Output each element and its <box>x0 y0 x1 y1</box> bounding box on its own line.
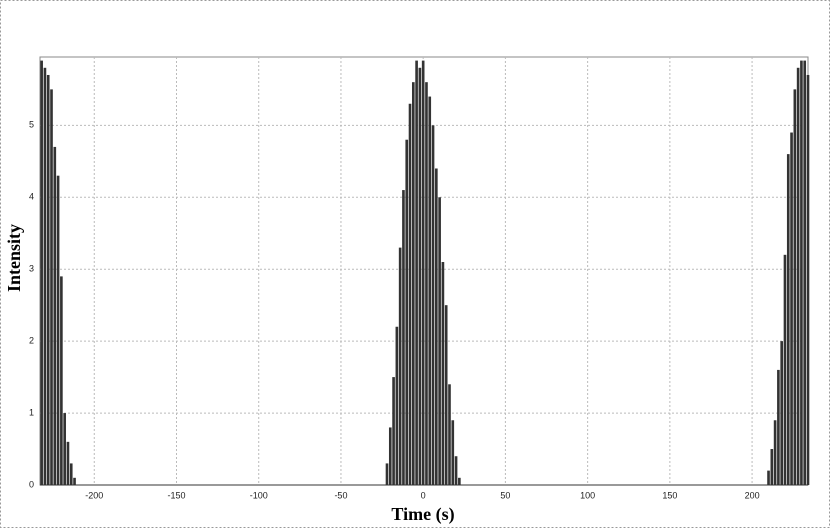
bar <box>767 470 770 485</box>
bar <box>780 341 784 485</box>
bar <box>435 168 438 486</box>
bar <box>454 456 458 485</box>
y-axis-title: Intensity <box>4 224 24 292</box>
bar <box>46 74 50 486</box>
bar <box>388 427 392 485</box>
x-tick-label: -200 <box>85 490 103 500</box>
bar <box>50 89 53 485</box>
bar <box>800 60 803 485</box>
bar <box>431 125 435 486</box>
bar <box>40 60 43 485</box>
bar <box>793 89 797 485</box>
bar <box>428 96 432 486</box>
bar <box>777 369 780 485</box>
y-tick-label: 0 <box>29 479 34 489</box>
y-tick-label: 4 <box>29 192 34 202</box>
bar <box>806 74 810 486</box>
bar <box>66 441 70 485</box>
x-tick-label: -50 <box>334 490 347 500</box>
x-tick-label: 100 <box>580 490 595 500</box>
y-tick-label: 5 <box>29 120 34 130</box>
bar <box>803 60 807 485</box>
bar <box>458 477 461 485</box>
bar <box>73 477 76 485</box>
y-tick-label: 1 <box>29 407 34 417</box>
bar <box>56 175 60 485</box>
bar <box>408 103 412 486</box>
bar <box>405 139 409 485</box>
bar <box>421 60 425 485</box>
bar <box>783 254 787 485</box>
bar <box>770 449 774 485</box>
bar <box>43 67 47 485</box>
bar <box>425 82 428 486</box>
bar <box>773 420 777 485</box>
x-tick-label: -150 <box>167 490 185 500</box>
y-tick-label: 3 <box>29 264 34 274</box>
bar <box>790 132 793 485</box>
bar <box>398 247 402 485</box>
bar <box>402 190 405 486</box>
x-tick-label: -100 <box>250 490 268 500</box>
bar <box>448 384 451 485</box>
bar <box>415 60 418 485</box>
y-tick-label: 2 <box>29 336 34 346</box>
bar <box>441 262 445 485</box>
bar <box>451 420 455 485</box>
x-tick-label: 0 <box>421 490 426 500</box>
bar <box>438 197 441 485</box>
bar <box>411 82 415 486</box>
bar <box>60 276 63 485</box>
x-tick-label: 50 <box>500 490 510 500</box>
x-tick-label: 200 <box>745 490 760 500</box>
x-axis-title: Time (s) <box>391 504 454 525</box>
bar <box>444 305 448 485</box>
bar <box>392 377 395 485</box>
bar <box>385 463 389 485</box>
bar <box>69 463 73 485</box>
x-tick-label: 150 <box>662 490 677 500</box>
bar <box>63 413 66 485</box>
bar <box>53 146 57 486</box>
bar <box>786 154 790 485</box>
bar <box>395 326 399 485</box>
bar <box>418 67 422 485</box>
bar <box>796 67 800 485</box>
